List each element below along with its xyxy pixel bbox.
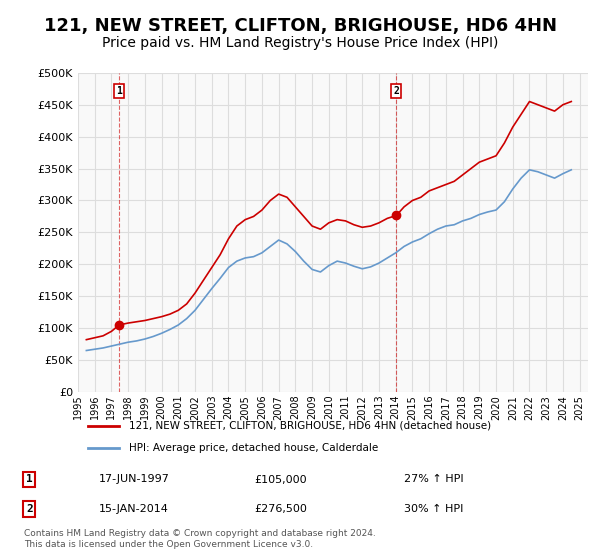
Text: 121, NEW STREET, CLIFTON, BRIGHOUSE, HD6 4HN: 121, NEW STREET, CLIFTON, BRIGHOUSE, HD6… xyxy=(44,17,557,35)
Text: 17-JUN-1997: 17-JUN-1997 xyxy=(98,474,169,484)
Text: 121, NEW STREET, CLIFTON, BRIGHOUSE, HD6 4HN (detached house): 121, NEW STREET, CLIFTON, BRIGHOUSE, HD6… xyxy=(129,421,491,431)
Text: 1: 1 xyxy=(116,86,122,96)
Text: HPI: Average price, detached house, Calderdale: HPI: Average price, detached house, Cald… xyxy=(129,443,378,453)
Text: £276,500: £276,500 xyxy=(254,504,307,514)
Text: Contains HM Land Registry data © Crown copyright and database right 2024.
This d: Contains HM Land Registry data © Crown c… xyxy=(24,529,376,549)
Text: Price paid vs. HM Land Registry's House Price Index (HPI): Price paid vs. HM Land Registry's House … xyxy=(102,36,498,50)
Text: 27% ↑ HPI: 27% ↑ HPI xyxy=(404,474,463,484)
Text: 2: 2 xyxy=(26,504,32,514)
Text: £105,000: £105,000 xyxy=(254,474,307,484)
Text: 1: 1 xyxy=(26,474,32,484)
Text: 30% ↑ HPI: 30% ↑ HPI xyxy=(404,504,463,514)
Text: 2: 2 xyxy=(394,86,400,96)
Text: 15-JAN-2014: 15-JAN-2014 xyxy=(98,504,168,514)
